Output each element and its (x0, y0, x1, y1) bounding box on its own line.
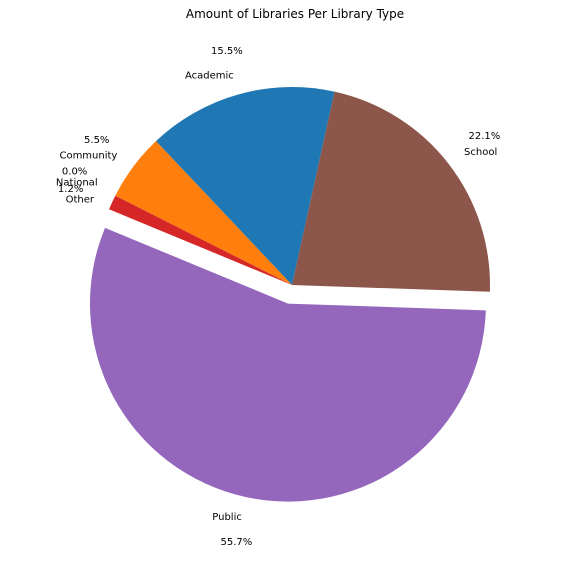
pie-slice-public (89, 227, 486, 502)
pie-slice-school (292, 91, 490, 292)
slice-label-public: Public (212, 512, 242, 523)
slice-percent-public: 55.7% (221, 537, 253, 548)
slice-label-community: Community (59, 150, 117, 161)
pie-slices (89, 87, 490, 502)
pie-slice-other (109, 195, 293, 285)
slice-label-other: Other (66, 195, 95, 206)
slice-percent-other: 1.2% (58, 184, 83, 195)
slice-percent-academic: 15.5% (211, 46, 243, 57)
slice-percent-school: 22.1% (468, 131, 500, 142)
pie-slice-community (115, 141, 292, 285)
slice-label-national: National (56, 177, 98, 188)
slice-percent-national: 0.0% (62, 167, 87, 178)
slice-label-school: School (464, 147, 497, 158)
pie-slice-academic (155, 87, 335, 285)
slice-percent-community: 5.5% (84, 135, 109, 146)
slice-label-academic: Academic (185, 71, 234, 82)
chart-title: Amount of Libraries Per Library Type (186, 7, 404, 21)
